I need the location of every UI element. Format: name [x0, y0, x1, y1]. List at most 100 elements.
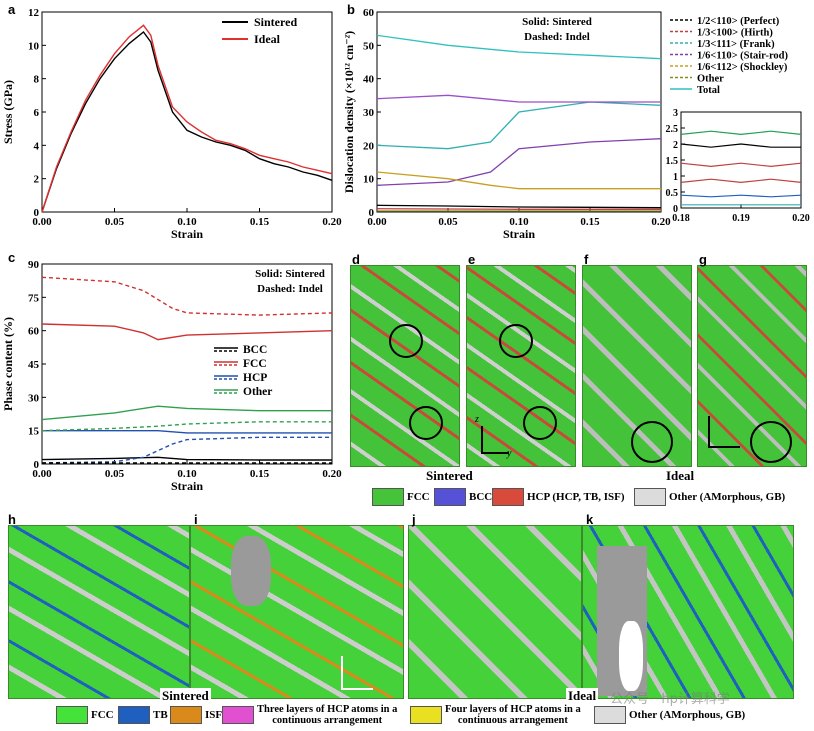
fcc-swatch: [372, 488, 404, 506]
y-tick-label: 90: [28, 259, 40, 271]
y-tick-label: 0: [34, 459, 40, 471]
series-line: [376, 101, 662, 150]
y-tick-label: 15: [28, 426, 40, 438]
panel-a: 0.00 0.05 0.10 0.15 0.20 0 2 4 6 8 10 12 Strain Stres…: [0, 0, 345, 248]
panel-letter-i: i: [194, 512, 198, 527]
panel-letter-f: f: [584, 252, 589, 267]
y-tick-label: 6: [34, 107, 40, 119]
axis-z-label: z: [475, 414, 479, 425]
legend-top-item: BCC: [434, 488, 492, 506]
panel-letter-e: e: [468, 252, 476, 267]
y-tick-label: 2: [34, 174, 40, 186]
y-tick-label: 1: [673, 172, 678, 183]
series-line: [376, 94, 661, 103]
highlight-circle: [631, 421, 673, 463]
series-line: [376, 138, 662, 186]
x-tick-label: 0.10: [177, 216, 197, 228]
x-tick-label: 0.20: [322, 216, 342, 228]
legend-label: Other: [697, 74, 724, 85]
y-tick-label: 1.5: [666, 156, 679, 167]
x-tick-label: 0.05: [105, 468, 125, 480]
axis-arrows: [341, 656, 373, 690]
x-tick-label: 0.20: [792, 213, 810, 224]
series-line: [680, 143, 801, 148]
legend-bottom-item: Four layers of HCP atoms in a continuous …: [410, 704, 581, 726]
bcc-swatch: [434, 488, 466, 506]
panel-letter-j: j: [412, 512, 416, 527]
hcp-swatch: [492, 488, 524, 506]
x-axis-label: Strain: [503, 227, 535, 241]
series-line-dashed: [41, 276, 333, 316]
chart-b: 0.00 0.05 0.10 0.15 0.200102030405060StrainD…: [342, 7, 810, 241]
y-axis-label: Dislocation density (×10¹² cm⁻²): [345, 31, 356, 193]
void-region: [619, 621, 643, 691]
x-tick-label: 0.05: [105, 216, 125, 228]
legend-top-item: FCC: [372, 488, 430, 506]
highlight-circle: [523, 406, 557, 440]
tb-swatch: [118, 706, 150, 724]
legend-bottom: FCC TB ISF Three layers of HCP atoms in …: [56, 704, 814, 731]
legend-label: BCC: [243, 344, 267, 356]
legend-label: HCP: [243, 372, 267, 384]
snapshot-i: [190, 525, 404, 699]
x-tick-label: 0.20: [322, 468, 342, 480]
legend-bottom-item: ISF: [170, 706, 222, 724]
series-line: [376, 208, 661, 210]
legend-bottom-item: Three layers of HCP atoms in a continuous…: [222, 704, 397, 726]
legend-label: Ideal: [254, 32, 281, 46]
snapshot-k: [582, 525, 794, 699]
y-axis-label: Phase content (%): [1, 317, 15, 411]
legend-label: 1/3<111> (Frank): [697, 39, 775, 50]
y-tick-label: 0.5: [666, 188, 679, 199]
x-tick-label: 0.19: [732, 213, 750, 224]
x-tick-label: 0.15: [580, 216, 600, 228]
x-tick-label: 0.05: [438, 216, 458, 228]
series-line: [680, 130, 802, 136]
y-tick-label: 2.5: [666, 124, 679, 135]
legend-label: 1/6<110> (Stair-rod): [697, 51, 789, 62]
snapshot-f: [582, 265, 692, 467]
series-line-dashed: [41, 436, 332, 464]
legend-bottom-item: FCC: [56, 706, 114, 724]
caption-sintered-top: Sintered: [426, 468, 473, 483]
series-line-dashed: [41, 421, 332, 432]
y-tick-label: 2: [673, 140, 678, 151]
x-tick-label: 0.18: [672, 213, 690, 224]
y-tick-label: 10: [363, 174, 375, 186]
legend-label: 1/3<100> (Hirth): [697, 28, 773, 39]
legend-label: Total: [697, 85, 720, 96]
x-tick-label: 0.20: [651, 216, 671, 228]
legend-label: FCC: [243, 358, 267, 370]
legend-top-item: Other (AMorphous, GB): [634, 488, 785, 506]
series-line: [376, 34, 662, 60]
snapshot-j: [408, 525, 582, 699]
snapshot-e: z y: [466, 265, 576, 467]
four-layer-swatch: [410, 706, 442, 724]
x-tick-label: 0.15: [250, 216, 270, 228]
panel-letter-a: a: [8, 2, 16, 17]
panel-letter-d: d: [352, 252, 360, 267]
highlight-circle: [750, 421, 792, 463]
other-swatch: [594, 706, 626, 724]
axis-y-label: y: [507, 448, 512, 459]
y-tick-label: 30: [28, 392, 40, 404]
series-line: [680, 194, 802, 198]
legend-bottom-item: TB: [118, 706, 168, 724]
panel-letter-c: c: [8, 250, 16, 265]
caption-sintered-bottom: Sintered: [160, 688, 211, 704]
y-axis-label: Stress (GPa): [1, 80, 15, 144]
series-line: [41, 323, 333, 341]
y-tick-label: 4: [34, 140, 40, 152]
axis-arrows: [708, 416, 740, 448]
amorphous-region: [231, 536, 271, 606]
plot-frame: [680, 111, 802, 209]
axis-arrows: [481, 426, 509, 454]
series-line: [41, 405, 332, 421]
legend-top-item: HCP (HCP, TB, ISF): [492, 488, 625, 506]
snapshot-d: [350, 265, 460, 467]
y-tick-label: 0: [34, 207, 40, 219]
y-tick-label: 10: [28, 40, 40, 52]
annotation: Solid: Sintered: [522, 16, 592, 28]
series-line: [680, 162, 802, 168]
legend-label: Other: [243, 386, 272, 398]
